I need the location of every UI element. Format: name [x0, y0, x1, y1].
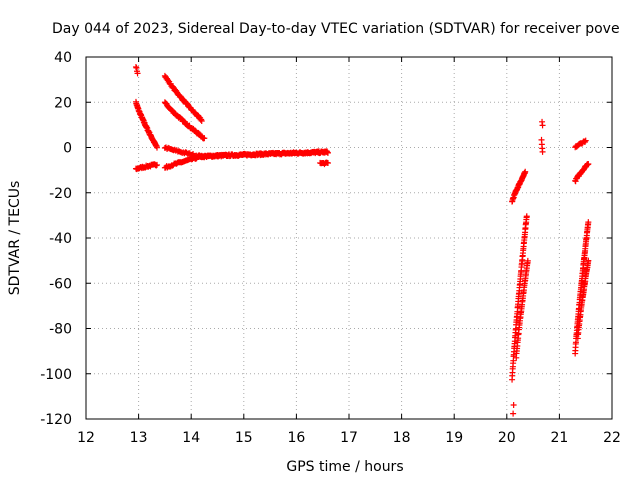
data-point-marker	[324, 160, 331, 167]
y-tick-label: 0	[63, 141, 72, 157]
y-tick-label: -40	[49, 231, 72, 247]
data-point-marker	[510, 410, 517, 417]
data-point-marker	[581, 138, 588, 145]
x-tick-label: 15	[235, 430, 253, 446]
x-tick-label: 16	[287, 430, 305, 446]
data-markers	[132, 63, 592, 417]
x-tick-label: 20	[498, 430, 516, 446]
series-arc-end-165	[317, 159, 331, 168]
series-arc-j-214	[574, 257, 592, 342]
data-point-marker	[539, 148, 546, 155]
data-point-marker	[585, 257, 592, 264]
series-arc-spike-13	[132, 63, 141, 77]
x-tick-label: 21	[550, 430, 568, 446]
series-arc-h-213	[572, 161, 592, 185]
axis-ticks: 12 13 14 15 16 17 18 19 20 21 22 -120 -100 -80 -60 -40 -…	[40, 50, 621, 446]
data-point-marker	[198, 118, 205, 125]
data-point-marker	[510, 401, 517, 408]
y-axis-label: SDTVAR / TECUs	[7, 181, 23, 296]
series-arc-dip-135	[161, 144, 205, 161]
series-arc-decay-13	[132, 98, 161, 151]
y-tick-label: -60	[49, 276, 72, 292]
x-tick-label: 22	[603, 430, 621, 446]
data-point-marker	[585, 219, 592, 226]
series-arc-c-202	[513, 257, 531, 361]
x-tick-label: 12	[77, 430, 95, 446]
y-tick-label: -20	[49, 186, 72, 202]
data-point-marker	[201, 135, 208, 142]
y-tick-label: -80	[49, 322, 72, 338]
series-arc-f-207	[538, 136, 546, 155]
y-tick-label: 40	[54, 50, 72, 66]
x-axis-label: GPS time / hours	[286, 459, 403, 475]
data-point-marker	[522, 168, 529, 175]
x-tick-label: 13	[130, 430, 148, 446]
data-point-marker	[539, 122, 546, 129]
series-arc-upper-135	[161, 72, 205, 125]
data-point-marker	[154, 161, 161, 168]
grid-lines	[86, 57, 612, 419]
data-point-marker	[524, 257, 531, 264]
x-tick-label: 14	[182, 430, 200, 446]
series-arc-flat-band	[198, 148, 331, 161]
series-arc-a-201	[509, 168, 529, 205]
y-tick-label: 20	[54, 95, 72, 111]
y-tick-label: -100	[40, 367, 72, 383]
series-arc-e-207	[539, 118, 546, 129]
data-point-marker	[324, 149, 331, 156]
series-arc-g-213	[572, 137, 589, 151]
data-point-marker	[154, 144, 161, 151]
data-point-marker	[582, 137, 589, 144]
x-tick-label: 19	[445, 430, 463, 446]
x-tick-label: 18	[393, 430, 411, 446]
series-arc-d-201	[510, 401, 517, 417]
x-tick-label: 17	[340, 430, 358, 446]
chart-title: Day 044 of 2023, Sidereal Day-to-day VTE…	[52, 21, 620, 37]
series-arc-baseline-13	[132, 161, 161, 173]
data-point-marker	[134, 70, 141, 77]
series-arc-lower-135	[161, 99, 208, 142]
data-point-marker	[585, 161, 592, 168]
data-point-marker	[523, 213, 530, 220]
y-tick-label: -120	[40, 412, 72, 428]
